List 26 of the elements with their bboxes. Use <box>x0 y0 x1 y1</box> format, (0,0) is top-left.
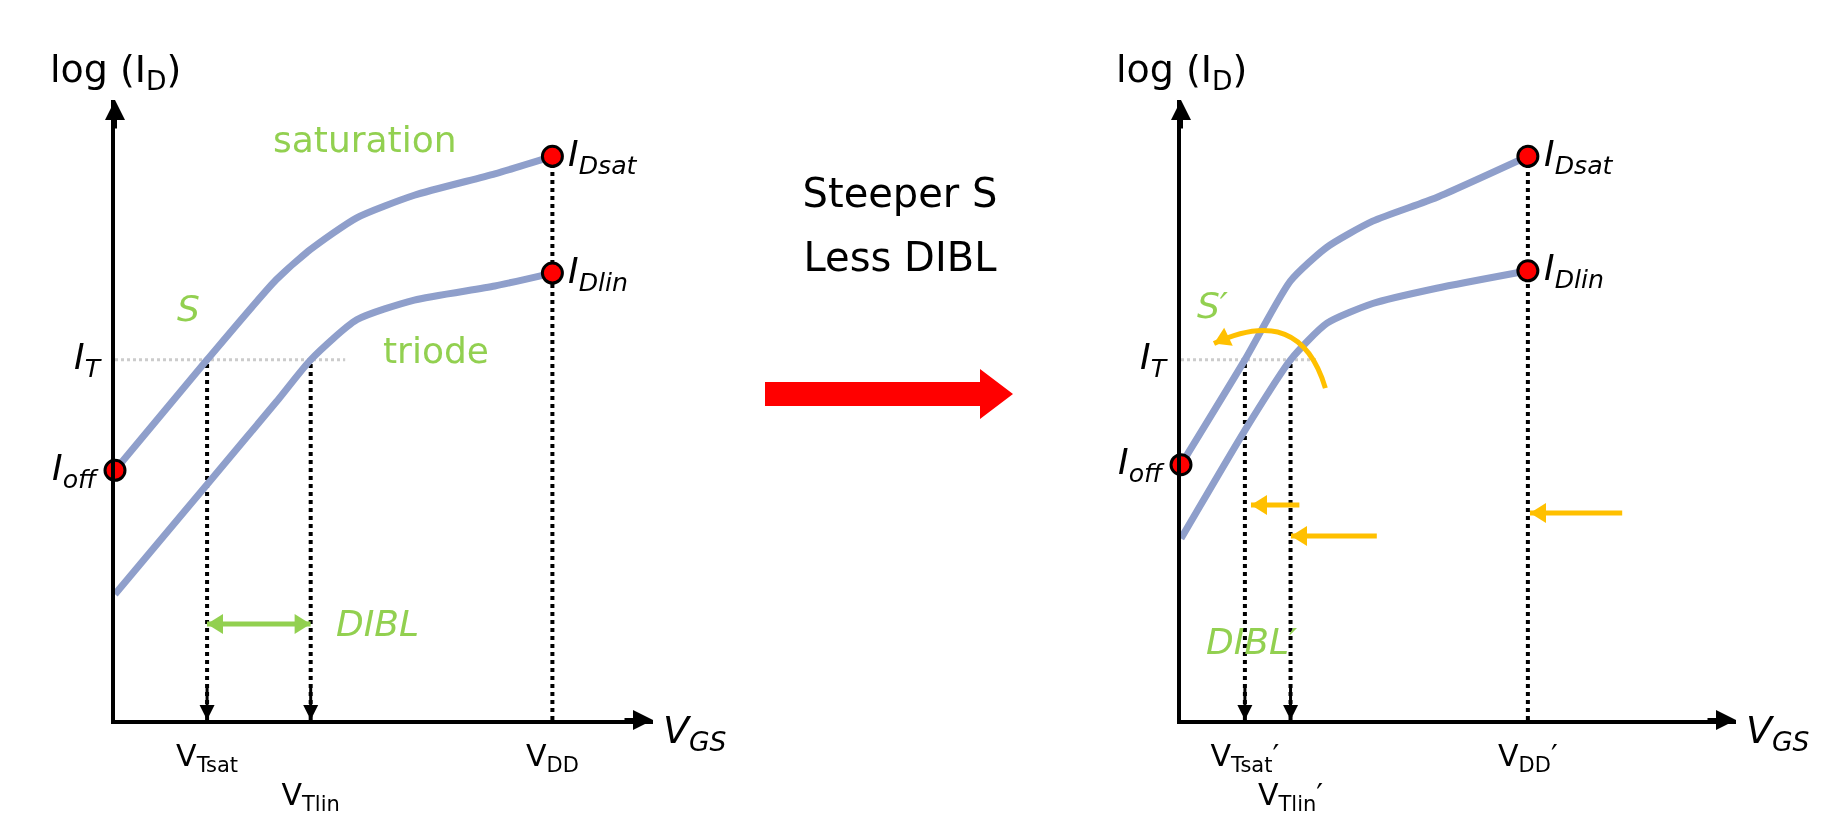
x-axis-title: V$_{GS}$ <box>663 708 727 757</box>
x-tick-label: V$_{Tsat}$ <box>176 738 239 778</box>
annotation: S <box>177 288 200 329</box>
text: Steeper S <box>801 170 999 216</box>
text: Less DIBL <box>802 234 998 280</box>
x-axis-title: V$_{GS}$ <box>1746 708 1810 757</box>
annotation: S′ <box>1197 285 1229 326</box>
x-tick-label: V$_{Tlin}$ <box>281 777 340 813</box>
x-tick-label: V$_{DD}$ <box>525 738 579 778</box>
annotation: I$_{Dlin}$ <box>568 250 628 297</box>
ref-line-label: I$_{T}$ <box>1140 336 1169 383</box>
x-tick-label: V$_{Tsat}$′ <box>1210 738 1280 778</box>
annotation: DIBL′ <box>1206 621 1298 662</box>
annotation: saturation <box>273 119 457 160</box>
y-axis-title: log (I$_{D}$) <box>50 47 182 96</box>
x-tick-label: V$_{Tlin}$′ <box>1257 777 1324 813</box>
x-tick-label: V$_{DD}$′ <box>1498 738 1558 778</box>
text: I$_{off}$ <box>1118 441 1166 488</box>
annotation: I$_{Dsat}$ <box>568 133 638 180</box>
text: I$_{off}$ <box>52 447 100 494</box>
annotation: I$_{Dsat}$ <box>1544 133 1614 180</box>
y-axis-title: log (I$_{D}$) <box>1116 47 1248 96</box>
annotation: DIBL <box>336 603 420 644</box>
annotation: I$_{Dlin}$ <box>1544 247 1604 294</box>
annotation: triode <box>383 330 489 371</box>
ref-line-label: I$_{T}$ <box>74 336 103 383</box>
